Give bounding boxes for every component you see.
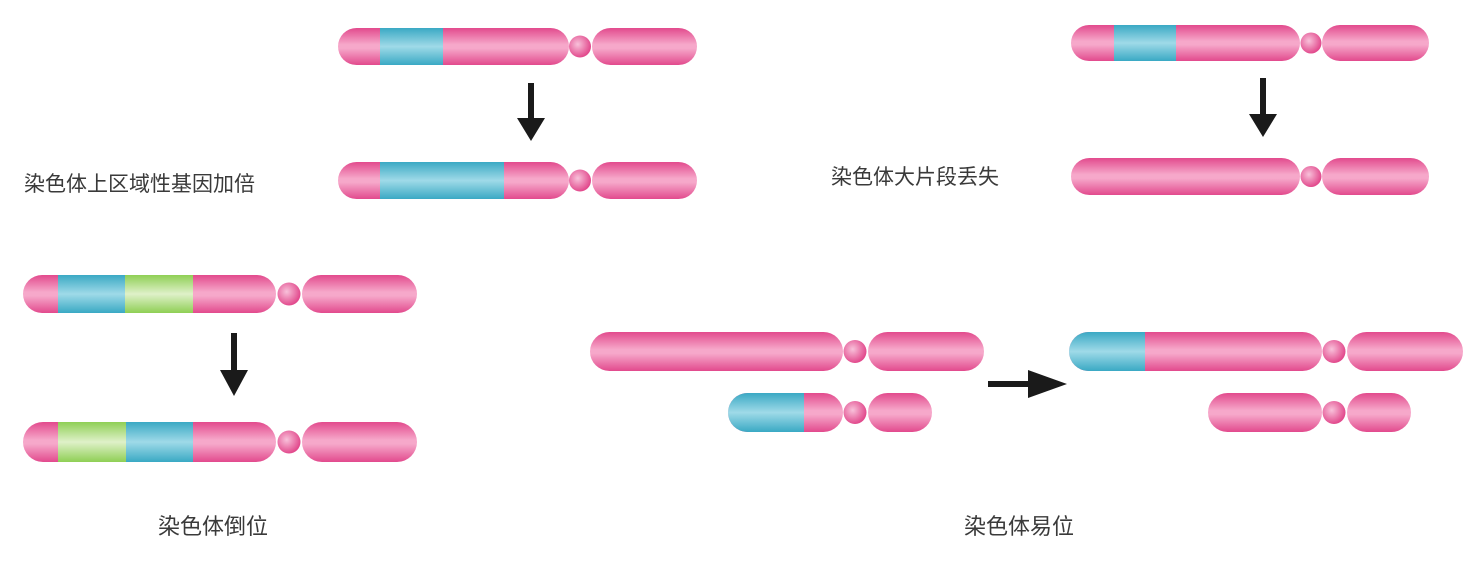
chromosome-inverted [23, 422, 417, 462]
centromere [843, 340, 867, 363]
chromosome-large-before [590, 332, 984, 371]
down-arrow-icon [220, 333, 248, 396]
chromosome-large-after [1069, 332, 1463, 371]
green-segment [125, 275, 193, 313]
short-arm [868, 393, 932, 432]
blue-segment [1114, 25, 1176, 61]
blue-segment [126, 422, 193, 462]
short-arm [302, 422, 417, 462]
centromere [569, 169, 591, 192]
right-arrow-icon [988, 370, 1067, 398]
inversion-panel: 染色体倒位 [23, 275, 417, 540]
chromosome-original [338, 28, 697, 65]
short-arm [1347, 393, 1411, 432]
short-arm [1322, 25, 1429, 61]
centromere [843, 401, 867, 424]
chromosome-duplicated [338, 162, 697, 199]
chromosome-small-after [1208, 393, 1411, 432]
short-arm [868, 332, 984, 371]
down-arrow-icon [1249, 78, 1277, 137]
centromere [277, 282, 301, 306]
centromere [1300, 32, 1322, 54]
centromere [1322, 401, 1346, 424]
long-arm [1208, 393, 1322, 432]
blue-segment-translocated [1069, 332, 1145, 371]
chromosome-deleted [1071, 158, 1429, 195]
centromere [1300, 166, 1322, 187]
deletion-label: 染色体大片段丢失 [831, 165, 999, 189]
chromosome-original [23, 275, 417, 313]
blue-segment [728, 393, 804, 432]
centromere [277, 430, 301, 454]
long-arm [338, 28, 569, 65]
chromosome-original [1071, 25, 1429, 61]
deletion-panel: 染色体大片段丢失 [831, 25, 1429, 195]
duplication-panel: 染色体上区域性基因加倍 [24, 28, 697, 199]
short-arm [592, 162, 697, 199]
green-segment [58, 422, 126, 462]
centromere [1322, 340, 1346, 363]
short-arm [1322, 158, 1429, 195]
long-arm [1071, 25, 1300, 61]
blue-segment [380, 28, 443, 65]
down-arrow-icon [517, 83, 545, 141]
duplication-label: 染色体上区域性基因加倍 [24, 172, 255, 196]
translocation-panel: 染色体易位 [590, 332, 1463, 540]
short-arm [592, 28, 697, 65]
long-arm [1071, 158, 1300, 195]
blue-segment-doubled [380, 162, 504, 199]
long-arm [590, 332, 843, 371]
short-arm [302, 275, 417, 313]
blue-segment [58, 275, 125, 313]
centromere [569, 35, 591, 58]
short-arm [1347, 332, 1463, 371]
chromosome-small-before [728, 393, 932, 432]
translocation-label: 染色体易位 [964, 515, 1074, 540]
inversion-label: 染色体倒位 [158, 515, 268, 540]
